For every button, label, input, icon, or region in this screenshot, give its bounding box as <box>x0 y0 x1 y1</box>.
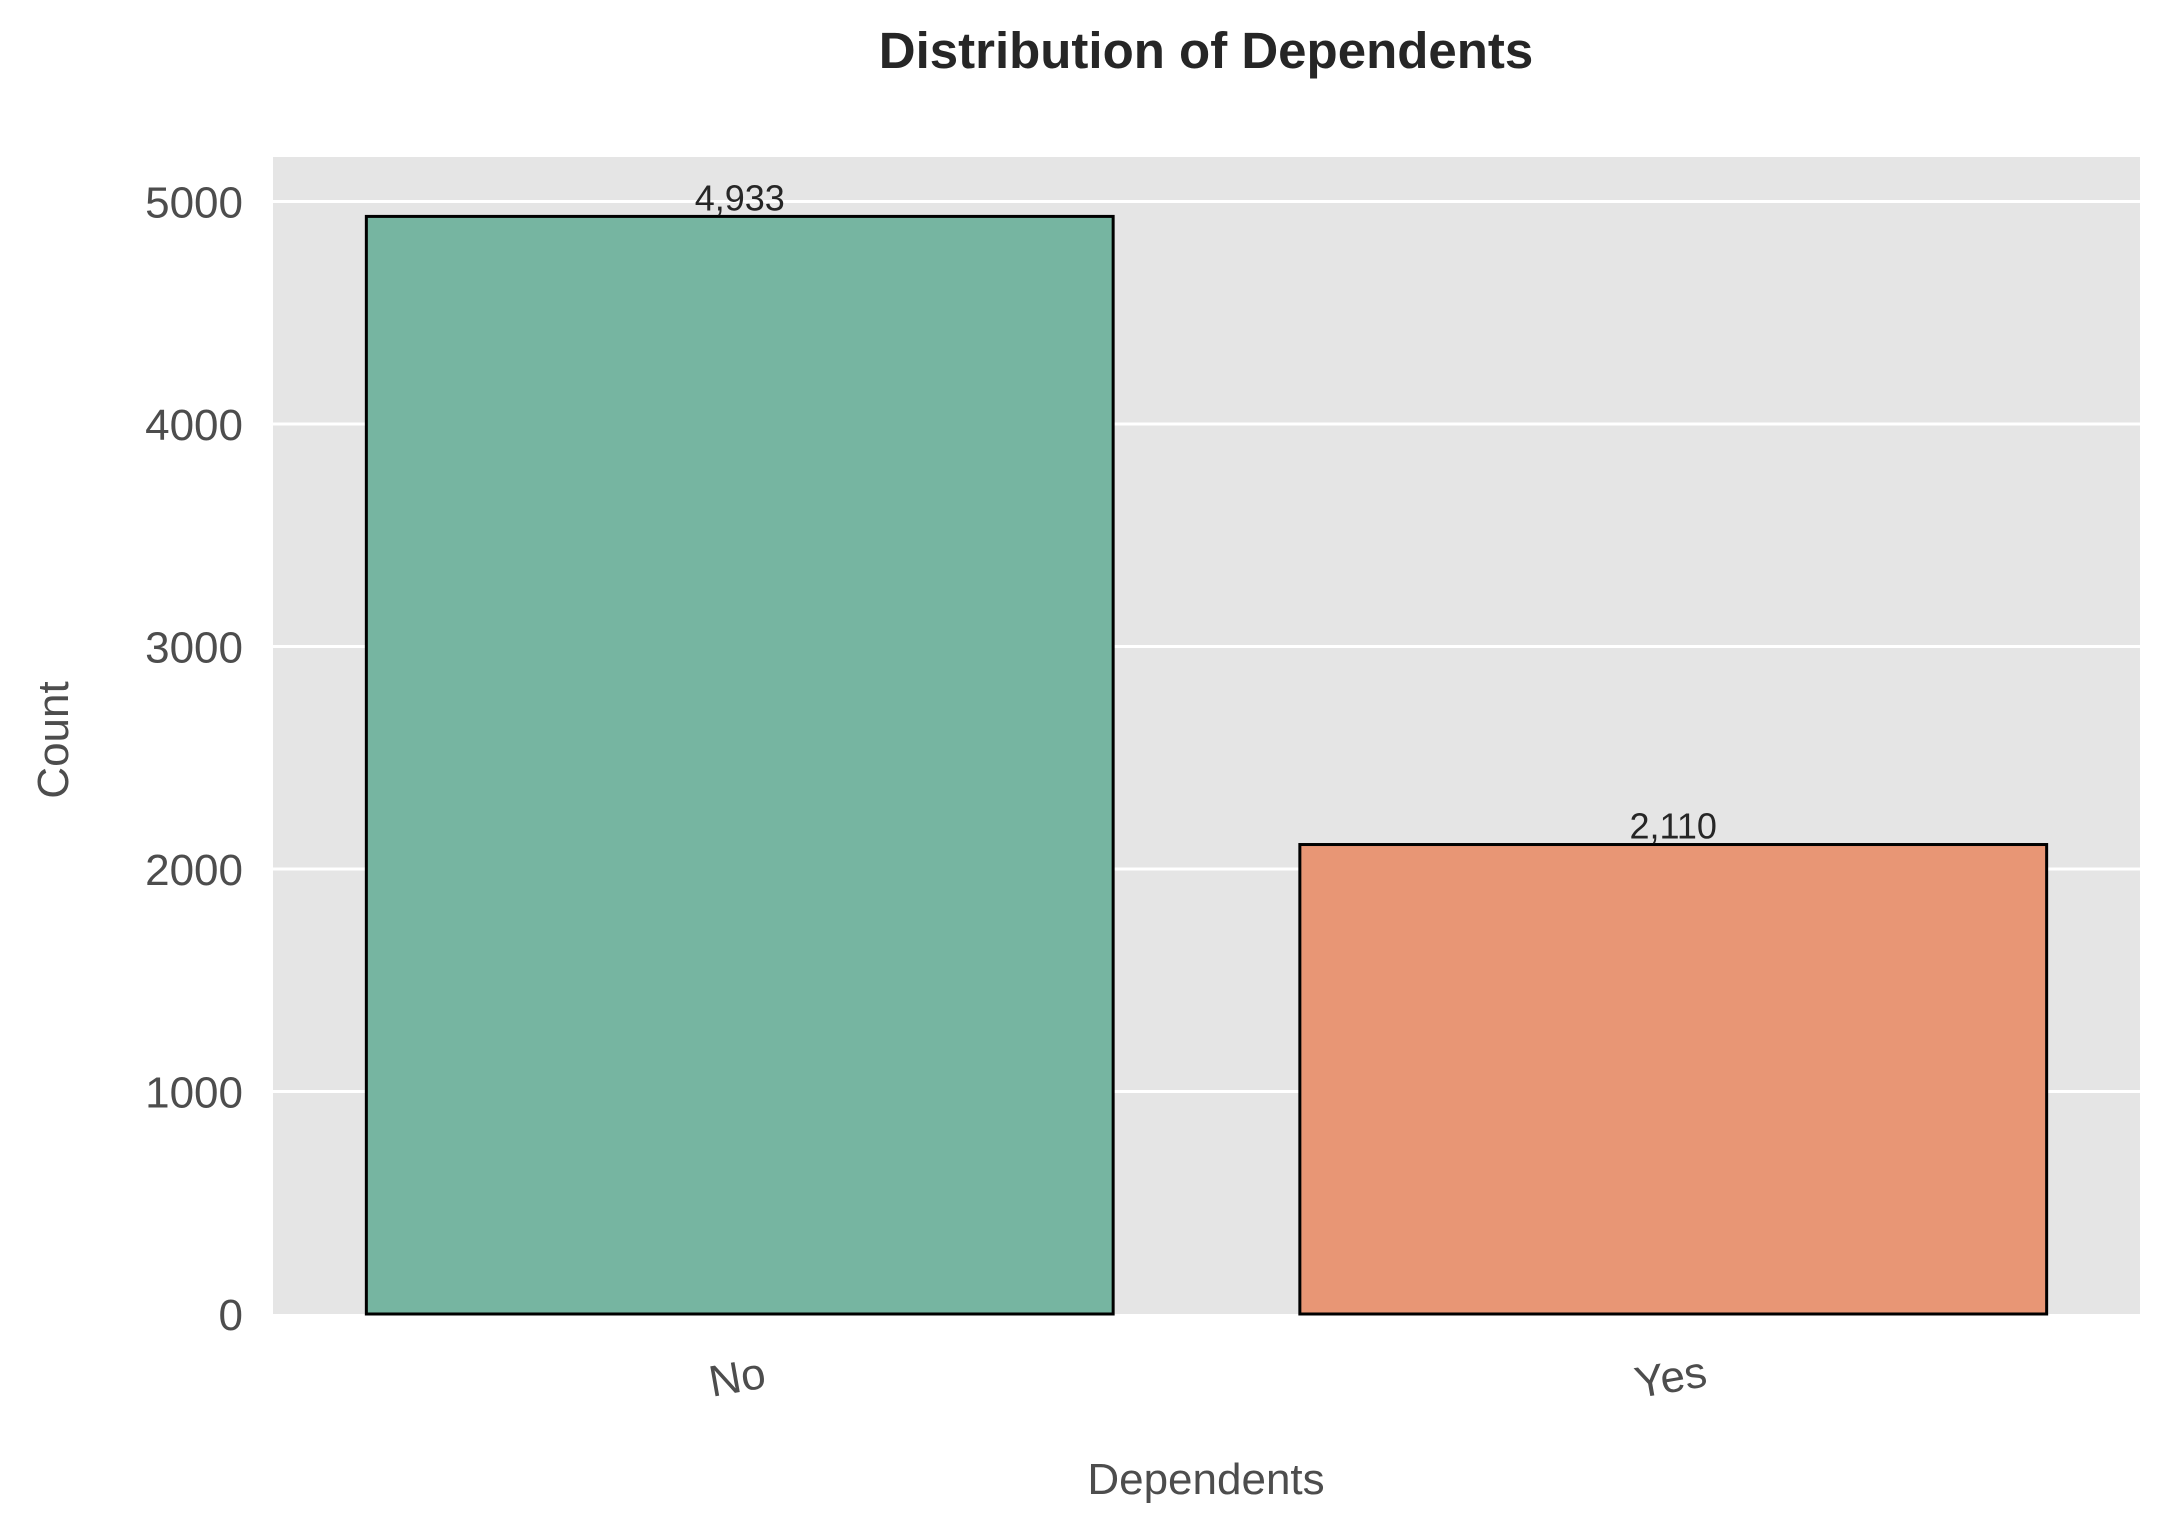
y-tick-label: 3000 <box>145 624 243 673</box>
data-label: 4,933 <box>695 177 785 218</box>
x-axis-label: Dependents <box>1087 1455 1324 1504</box>
y-tick-label: 0 <box>219 1291 243 1340</box>
y-tick-label: 4000 <box>145 401 243 450</box>
x-tick-labels: No Yes <box>705 1347 1710 1408</box>
y-tick-label: 2000 <box>145 846 243 895</box>
x-tick-label: No <box>705 1349 769 1407</box>
y-tick-labels: 0 1000 2000 3000 4000 5000 <box>145 179 243 1341</box>
y-axis-label: Count <box>29 681 78 798</box>
data-labels: 4,933 2,110 <box>695 177 1717 846</box>
bar-yes <box>1298 843 2049 1316</box>
bars <box>364 214 2049 1316</box>
data-label: 2,110 <box>1630 806 1717 847</box>
y-tick-label: 5000 <box>145 179 243 228</box>
chart-title: Distribution of Dependents <box>879 22 1533 79</box>
bar-no <box>364 214 1115 1316</box>
y-tick-label: 1000 <box>145 1069 243 1118</box>
x-tick-label: Yes <box>1631 1347 1710 1408</box>
